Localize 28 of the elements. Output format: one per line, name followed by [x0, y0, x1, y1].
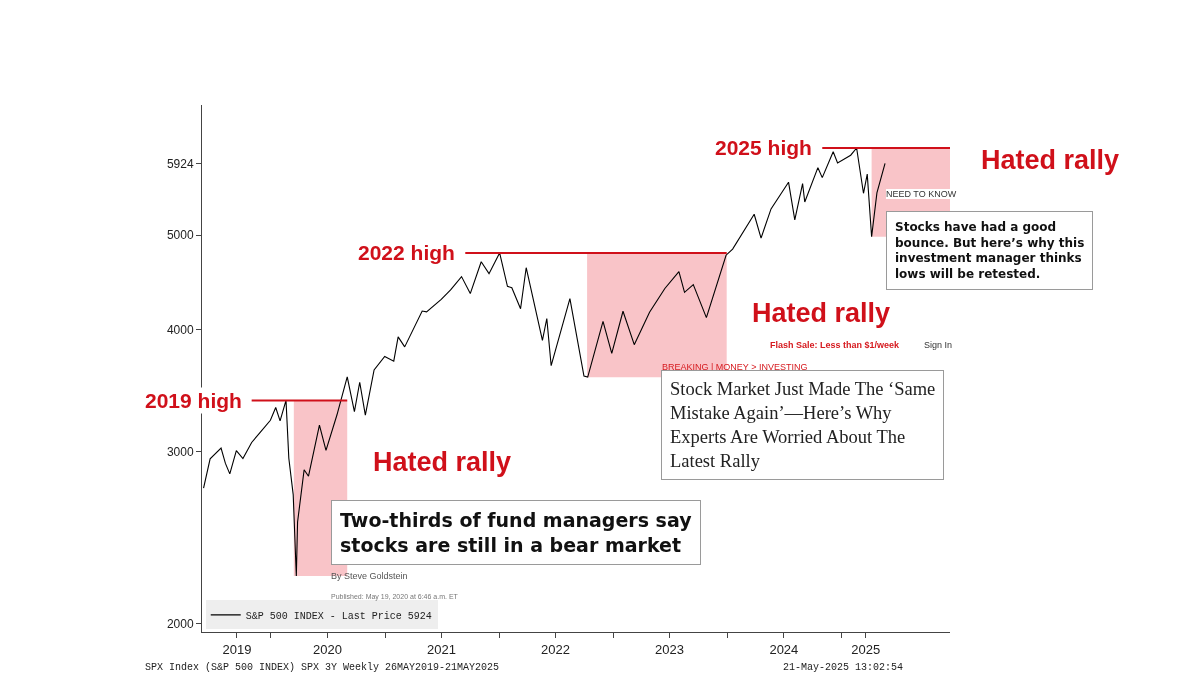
x-tick-label: 2019 [222, 641, 252, 657]
x-tick-label: 2024 [769, 641, 799, 657]
ref-line-label: 2019 high [145, 389, 242, 412]
annotation: Sign In [924, 340, 953, 350]
x-tick-label: 2022 [541, 641, 570, 657]
ref-line-label: 2022 high [358, 241, 455, 264]
text: SPX Index (S&P 500 INDEX) SPX 3Y Weekly 26MAY2019-21MAY2025 [145, 662, 500, 673]
annotation: Stocks have had a good bounce. But here’s why this investment manager thinks lows will be retested. [895, 220, 1085, 281]
y-tick-label: 3000 [166, 444, 194, 459]
annotation: Two-thirds of fund managers say stocks are still in a bear market [340, 509, 693, 556]
annotation: Hated rally [752, 298, 891, 328]
annotation: NEED TO KNOW [886, 189, 957, 199]
annotation: By Steve Goldstein [331, 571, 408, 581]
legend-label: S&P 500 INDEX - Last Price 5924 [245, 610, 432, 622]
annotation: Hated rally [373, 447, 512, 477]
x-tick-label: 2021 [427, 641, 457, 657]
annotation: Flash Sale: Less than $1/week [770, 340, 901, 350]
text: Hated rally [981, 145, 1120, 175]
x-tick-label: 2020 [313, 641, 343, 657]
y-tick-label: 4000 [166, 323, 194, 337]
y-tick-label: 2000 [166, 616, 194, 631]
text: 21-May-2025 13:02:54 [783, 662, 904, 673]
y-tick-label: 5924 [166, 156, 194, 171]
y-tick-label: 5000 [166, 228, 194, 243]
annotation: Stock Market Just Made The ‘Same Mistake Again’—Here’s Why Experts Are Worried About The Latest Rally [670, 379, 936, 472]
x-tick-label: 2023 [655, 641, 684, 657]
x-tick-label: 2025 [851, 641, 881, 657]
ref-line-label: 2025 high [715, 136, 812, 159]
